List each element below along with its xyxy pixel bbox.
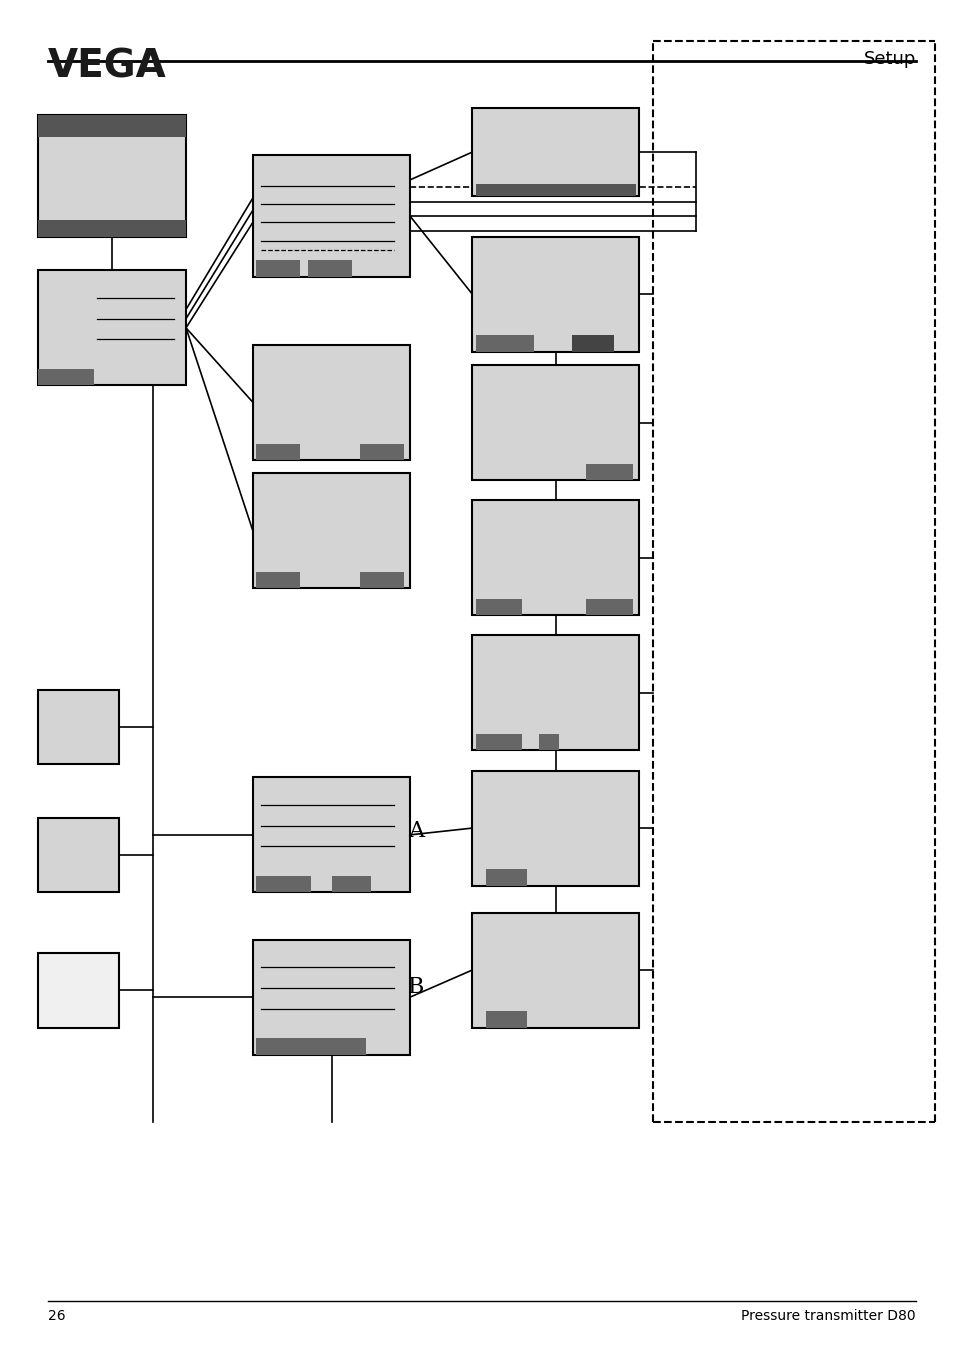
FancyBboxPatch shape: [332, 876, 371, 892]
Text: 26: 26: [48, 1309, 65, 1322]
FancyBboxPatch shape: [475, 335, 534, 352]
FancyBboxPatch shape: [38, 219, 186, 237]
FancyBboxPatch shape: [475, 599, 522, 615]
FancyBboxPatch shape: [585, 599, 632, 615]
FancyBboxPatch shape: [585, 464, 632, 480]
FancyBboxPatch shape: [475, 184, 635, 196]
FancyBboxPatch shape: [38, 115, 186, 237]
FancyBboxPatch shape: [472, 771, 639, 886]
FancyBboxPatch shape: [38, 690, 119, 764]
FancyBboxPatch shape: [255, 572, 300, 588]
FancyBboxPatch shape: [472, 108, 639, 196]
Text: VEGA: VEGA: [48, 47, 166, 85]
FancyBboxPatch shape: [38, 953, 119, 1028]
FancyBboxPatch shape: [38, 270, 186, 385]
FancyBboxPatch shape: [255, 260, 300, 277]
FancyBboxPatch shape: [255, 443, 300, 460]
FancyBboxPatch shape: [572, 335, 614, 352]
FancyBboxPatch shape: [472, 500, 639, 615]
FancyBboxPatch shape: [253, 155, 410, 277]
FancyBboxPatch shape: [485, 869, 527, 886]
FancyBboxPatch shape: [538, 734, 558, 750]
FancyBboxPatch shape: [253, 345, 410, 460]
FancyBboxPatch shape: [255, 1038, 366, 1055]
FancyBboxPatch shape: [472, 365, 639, 480]
FancyBboxPatch shape: [485, 1011, 527, 1028]
FancyBboxPatch shape: [253, 777, 410, 892]
FancyBboxPatch shape: [253, 473, 410, 588]
Text: B: B: [408, 976, 424, 998]
FancyBboxPatch shape: [253, 940, 410, 1055]
Text: Setup: Setup: [862, 50, 915, 68]
FancyBboxPatch shape: [359, 572, 403, 588]
Text: Pressure transmitter D80: Pressure transmitter D80: [740, 1309, 915, 1322]
FancyBboxPatch shape: [475, 734, 522, 750]
FancyBboxPatch shape: [255, 876, 311, 892]
FancyBboxPatch shape: [472, 635, 639, 750]
FancyBboxPatch shape: [308, 260, 352, 277]
FancyBboxPatch shape: [472, 913, 639, 1028]
FancyBboxPatch shape: [38, 818, 119, 892]
Text: A: A: [408, 821, 424, 842]
FancyBboxPatch shape: [359, 443, 403, 460]
FancyBboxPatch shape: [38, 369, 94, 385]
FancyBboxPatch shape: [472, 237, 639, 352]
FancyBboxPatch shape: [38, 115, 186, 137]
